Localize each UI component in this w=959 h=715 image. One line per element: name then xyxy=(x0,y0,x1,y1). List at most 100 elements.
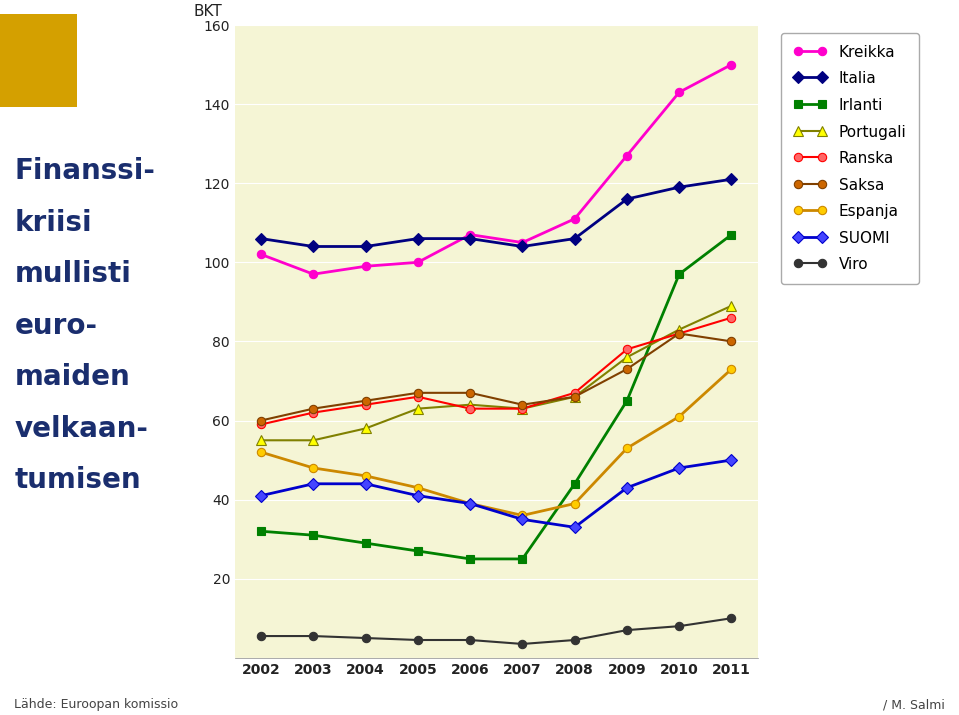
Italia xyxy=(464,235,476,243)
Viro xyxy=(255,632,267,641)
Ranska xyxy=(569,388,580,397)
Saksa xyxy=(308,405,319,413)
Irlanti xyxy=(621,396,633,405)
Ranska xyxy=(673,329,685,337)
Text: % /
BKT: % / BKT xyxy=(193,0,222,19)
Kreikka xyxy=(464,230,476,239)
Italia xyxy=(255,235,267,243)
Saksa xyxy=(673,329,685,337)
Line: Ranska: Ranska xyxy=(257,313,736,428)
Portugali xyxy=(673,325,685,334)
Viro xyxy=(673,622,685,631)
Portugali xyxy=(412,405,424,413)
Espanja xyxy=(412,483,424,492)
SUOMI xyxy=(360,480,371,488)
Saksa xyxy=(517,400,528,409)
Line: Italia: Italia xyxy=(257,175,736,251)
Irlanti xyxy=(569,480,580,488)
Kreikka xyxy=(726,60,737,69)
Kreikka xyxy=(517,238,528,247)
Italia xyxy=(673,183,685,192)
Espanja xyxy=(673,413,685,421)
Viro xyxy=(464,636,476,644)
Text: Finanssi-: Finanssi- xyxy=(14,157,155,185)
Viro xyxy=(308,632,319,641)
Espanja xyxy=(255,448,267,456)
SUOMI xyxy=(726,455,737,464)
Line: Kreikka: Kreikka xyxy=(257,60,736,278)
Viro xyxy=(726,614,737,623)
Saksa xyxy=(569,393,580,401)
Legend: Kreikka, Italia, Irlanti, Portugali, Ranska, Saksa, Espanja, SUOMI, Viro: Kreikka, Italia, Irlanti, Portugali, Ran… xyxy=(781,33,919,285)
Irlanti xyxy=(308,531,319,540)
Viro xyxy=(517,640,528,649)
Viro xyxy=(360,633,371,642)
Saksa xyxy=(464,388,476,397)
Irlanti xyxy=(726,230,737,239)
Italia xyxy=(412,235,424,243)
Text: kriisi: kriisi xyxy=(14,209,92,237)
Espanja xyxy=(464,499,476,508)
Line: Saksa: Saksa xyxy=(257,330,736,425)
Saksa xyxy=(360,396,371,405)
Kreikka xyxy=(673,88,685,97)
Text: euro-: euro- xyxy=(14,312,98,340)
SUOMI xyxy=(569,523,580,531)
Kreikka xyxy=(569,214,580,223)
Saksa xyxy=(412,388,424,397)
Italia xyxy=(308,242,319,251)
Irlanti xyxy=(412,547,424,556)
Irlanti xyxy=(255,527,267,536)
Line: Espanja: Espanja xyxy=(257,365,736,520)
Saksa xyxy=(621,365,633,373)
SUOMI xyxy=(621,483,633,492)
Kreikka xyxy=(255,250,267,259)
Portugali xyxy=(621,353,633,362)
Viro xyxy=(569,636,580,644)
Irlanti xyxy=(517,555,528,563)
Line: Viro: Viro xyxy=(257,614,736,648)
Italia xyxy=(621,194,633,203)
Espanja xyxy=(621,444,633,453)
Espanja xyxy=(726,365,737,373)
Saksa xyxy=(726,337,737,345)
Kreikka xyxy=(621,152,633,160)
Ranska xyxy=(517,405,528,413)
Irlanti xyxy=(360,539,371,548)
Italia xyxy=(726,175,737,184)
Espanja xyxy=(360,472,371,480)
Text: velkaan-: velkaan- xyxy=(14,415,149,443)
Ranska xyxy=(412,393,424,401)
SUOMI xyxy=(517,515,528,523)
Ranska xyxy=(621,345,633,354)
Text: Lähde: Euroopan komissio: Lähde: Euroopan komissio xyxy=(14,699,178,711)
Espanja xyxy=(569,499,580,508)
Viro xyxy=(621,626,633,634)
SUOMI xyxy=(255,491,267,500)
Portugali xyxy=(360,424,371,433)
Irlanti xyxy=(464,555,476,563)
Portugali xyxy=(726,302,737,310)
Line: SUOMI: SUOMI xyxy=(257,456,736,531)
SUOMI xyxy=(464,499,476,508)
Ranska xyxy=(464,405,476,413)
Text: mullisti: mullisti xyxy=(14,260,131,288)
Line: Irlanti: Irlanti xyxy=(257,230,736,563)
Text: / M. Salmi: / M. Salmi xyxy=(882,699,945,711)
Viro xyxy=(412,636,424,644)
Ranska xyxy=(255,420,267,429)
Portugali xyxy=(517,405,528,413)
Espanja xyxy=(517,511,528,520)
Kreikka xyxy=(360,262,371,270)
SUOMI xyxy=(308,480,319,488)
Italia xyxy=(569,235,580,243)
Italia xyxy=(517,242,528,251)
SUOMI xyxy=(673,463,685,472)
Espanja xyxy=(308,463,319,472)
Text: tumisen: tumisen xyxy=(14,466,141,494)
Italia xyxy=(360,242,371,251)
Ranska xyxy=(726,313,737,322)
SUOMI xyxy=(412,491,424,500)
Kreikka xyxy=(308,270,319,278)
Irlanti xyxy=(673,270,685,278)
